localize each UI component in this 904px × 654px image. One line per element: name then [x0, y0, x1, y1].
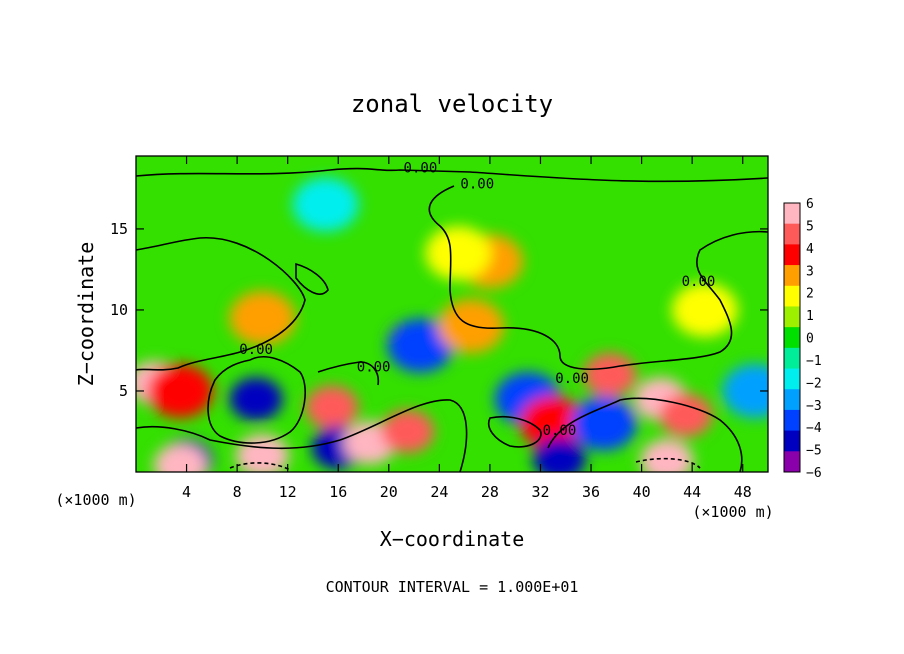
colorbar-swatch: [784, 409, 800, 432]
field-anomaly: [520, 396, 587, 451]
field-anomaly: [147, 363, 214, 418]
colorbar-swatch: [784, 347, 800, 370]
colorbar-swatch: [784, 265, 800, 287]
colorbar-swatch: [784, 368, 800, 390]
plot-area: 0.00 0.00 0.00 0.00 0.00 0.00 0.00: [136, 156, 768, 472]
y-tick-label: 15: [110, 220, 128, 238]
colorbar-swatch: [784, 306, 800, 328]
contour-interval-note: CONTOUR INTERVAL = 1.000E+01: [326, 578, 579, 596]
field-anomaly: [671, 282, 738, 337]
field-anomaly: [387, 318, 454, 373]
field-anomaly: [533, 437, 586, 472]
colorbar-swatch: [784, 430, 800, 452]
field-anomaly: [292, 177, 359, 232]
colorbar-label: 5: [806, 219, 814, 234]
colorbar-swatch: [784, 203, 800, 225]
colorbar-swatch: [784, 389, 800, 411]
field-anomaly: [153, 443, 207, 472]
x-tick-label: 48: [734, 483, 752, 501]
x-axis: 4 8 12 16 20 24 28 32 36 40 44 48: [182, 156, 752, 501]
colorbar-swatch: [784, 451, 800, 473]
contour-line: [136, 167, 768, 183]
contour-label: 0.00: [460, 177, 494, 193]
x-tick-label: 36: [582, 483, 600, 501]
x-tick-label: 32: [531, 483, 549, 501]
contour-line: [488, 415, 542, 448]
colorbar-label: 3: [806, 264, 814, 279]
field-anomaly: [570, 396, 637, 451]
colorbar-swatch: [784, 327, 800, 349]
x-unit-left: (×1000 m): [55, 491, 136, 509]
contour-label: 0.00: [682, 274, 716, 290]
colorbar-swatch: [784, 285, 800, 307]
contour-line: [229, 462, 291, 471]
field-anomaly: [229, 377, 283, 421]
x-tick-label: 4: [182, 483, 191, 501]
y-axis: 5 10 15: [110, 220, 768, 400]
x-tick-label: 40: [633, 483, 651, 501]
colorbar-label: 1: [806, 309, 814, 324]
field-anomaly: [659, 393, 713, 437]
field-anomaly: [381, 409, 435, 454]
contour-label: 0.00: [404, 160, 438, 176]
field-anomaly: [722, 363, 768, 418]
colorbar-label: −2: [806, 376, 822, 391]
colorbar-label: 6: [806, 197, 814, 212]
field-anomaly: [640, 439, 694, 472]
x-tick-label: 24: [430, 483, 448, 501]
contour-label: 0.00: [555, 371, 589, 387]
field-anomaly: [236, 434, 289, 472]
colorbar-label: 4: [806, 242, 814, 257]
field-anomaly: [583, 353, 637, 397]
colorbar-swatch: [784, 223, 800, 245]
contour-line: [547, 397, 743, 472]
colorbar-label: −6: [806, 466, 822, 481]
contour-labels: 0.00 0.00 0.00 0.00 0.00 0.00 0.00: [239, 160, 715, 439]
x-tick-label: 44: [683, 483, 701, 501]
contour-line: [295, 262, 329, 295]
zero-contours: [136, 167, 768, 472]
contour-label: 0.00: [239, 342, 273, 358]
velocity-field: [136, 177, 768, 472]
x-tick-label: 12: [279, 483, 297, 501]
plot-frame: [135, 155, 769, 473]
x-tick-label: 16: [329, 483, 347, 501]
colorbar: 6 5 4 3 2 1 0 −1 −2 −3 −4 −5 −6: [783, 197, 822, 481]
colorbar-label: −3: [806, 399, 822, 414]
contour-line: [207, 356, 306, 444]
field-anomaly: [305, 385, 359, 429]
contour-line: [136, 399, 468, 472]
contour-label: 0.00: [357, 360, 391, 376]
x-tick-label: 28: [481, 483, 499, 501]
colorbar-label: −5: [806, 444, 822, 459]
colorbar-frame: [783, 202, 801, 473]
x-tick-label: 8: [233, 483, 242, 501]
chart-title: zonal velocity: [351, 90, 553, 118]
colorbar-label: −4: [806, 421, 822, 436]
field-anomaly: [229, 291, 296, 346]
field-anomaly: [437, 299, 504, 354]
contour-line: [428, 185, 768, 370]
y-tick-label: 10: [110, 301, 128, 319]
colorbar-label: 2: [806, 287, 814, 302]
contour-label: 0.00: [543, 423, 577, 439]
contour-line: [136, 237, 306, 371]
y-tick-label: 5: [119, 382, 128, 400]
x-axis-label: X−coordinate: [380, 527, 525, 551]
colorbar-label: 0: [806, 332, 814, 347]
colorbar-swatch: [784, 244, 800, 266]
y-axis-label: Z−coordinate: [74, 242, 98, 387]
colorbar-label: −1: [806, 354, 822, 369]
contour-line: [635, 457, 701, 469]
x-unit-right: (×1000 m): [692, 503, 773, 521]
field-anomaly: [425, 226, 492, 281]
contour-line: [317, 361, 380, 386]
x-tick-label: 20: [380, 483, 398, 501]
